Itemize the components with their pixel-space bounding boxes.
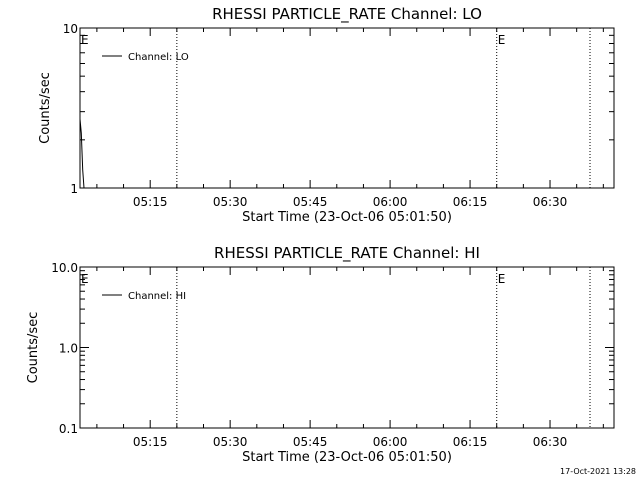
event-marker-label: E xyxy=(498,33,506,47)
x-tick-label: 05:15 xyxy=(133,195,168,209)
x-axis-label: Start Time (23-Oct-06 05:01:50) xyxy=(242,210,452,225)
x-axis-label: Start Time (23-Oct-06 05:01:50) xyxy=(242,450,452,465)
x-tick-label: 06:15 xyxy=(453,195,488,209)
legend-entry: Channel: LO xyxy=(128,52,189,63)
x-tick-label: 05:45 xyxy=(293,195,328,209)
x-tick-label: 05:30 xyxy=(213,435,248,449)
y-tick-label: 1.0 xyxy=(59,342,78,356)
x-tick-label: 06:00 xyxy=(373,195,408,209)
x-tick-label: 06:30 xyxy=(533,435,568,449)
x-tick-label: 06:00 xyxy=(373,435,408,449)
x-tick-label: 06:15 xyxy=(453,435,488,449)
footer-timestamp: 17-Oct-2021 13:28 xyxy=(560,467,636,476)
y-axis-label: Counts/sec xyxy=(38,72,53,144)
chart-title: RHESSI PARTICLE_RATE Channel: HI xyxy=(214,244,480,263)
plot-frame xyxy=(79,27,615,189)
chart-title: RHESSI PARTICLE_RATE Channel: LO xyxy=(212,5,482,24)
y-tick-label: 0.1 xyxy=(59,422,78,436)
x-tick-label: 05:45 xyxy=(293,435,328,449)
x-tick-label: 05:30 xyxy=(213,195,248,209)
y-axis-label: Counts/sec xyxy=(26,312,41,384)
y-tick-label: 10 xyxy=(63,22,78,36)
x-tick-label: 06:30 xyxy=(533,195,568,209)
y-tick-label: 1 xyxy=(70,182,78,196)
series-line-1 xyxy=(79,118,85,189)
x-tick-label: 05:15 xyxy=(133,435,168,449)
event-marker-label: E xyxy=(498,272,506,286)
chart-panel-1: RHESSI PARTICLE_RATE Channel: LO E E 05:15 0… xyxy=(38,5,615,225)
chart-panel-2: RHESSI PARTICLE_RATE Channel: HIEE05:150… xyxy=(26,244,615,465)
event-marker-label: E xyxy=(81,33,89,47)
legend-entry: Channel: HI xyxy=(128,291,186,302)
y-tick-label: 10.0 xyxy=(51,261,78,275)
